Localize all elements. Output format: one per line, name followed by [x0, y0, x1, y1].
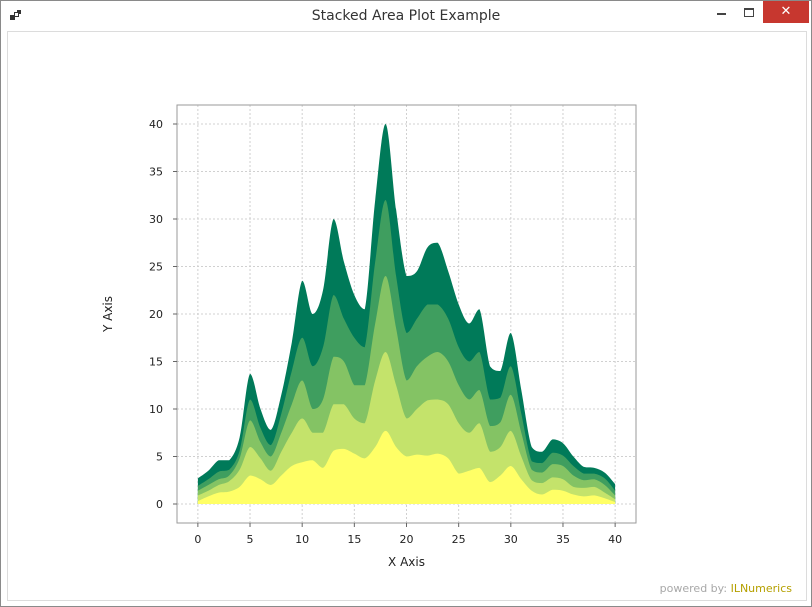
- close-icon: ✕: [780, 4, 792, 19]
- y-tick-label: 35: [149, 166, 163, 179]
- y-tick-label: 10: [149, 403, 163, 416]
- y-tick-label: 0: [156, 498, 163, 511]
- app-icon: [10, 10, 21, 20]
- x-axis-label: X Axis: [388, 555, 425, 569]
- powered-by-label: powered by:: [659, 582, 728, 595]
- x-tick-label: 40: [608, 533, 622, 546]
- y-tick-label: 40: [149, 118, 163, 131]
- plot-panel[interactable]: 0 5 10 15 20 25 30 35 40 0 5 10 15 20 25 30 35 40 X Axis …: [7, 31, 807, 601]
- maximize-icon: [744, 7, 754, 17]
- powered-by-footer: powered by: ILNumerics: [660, 582, 792, 595]
- x-tick-label: 15: [347, 533, 361, 546]
- minimize-button[interactable]: [707, 1, 735, 23]
- x-tick-label: 10: [295, 533, 309, 546]
- y-tick-label: 25: [149, 261, 163, 274]
- area-series: [197, 124, 616, 504]
- area-series-1: [197, 430, 616, 504]
- x-tick-label: 0: [194, 533, 201, 546]
- brand-link[interactable]: ILNumerics: [730, 582, 792, 595]
- maximize-button[interactable]: [735, 1, 763, 23]
- ticks: 0 5 10 15 20 25 30 35 40 0 5 10 15 20 25 30 35 40: [149, 118, 622, 546]
- window-title: Stacked Area Plot Example: [311, 8, 501, 24]
- y-tick-label: 15: [149, 356, 163, 369]
- x-tick-label: 25: [452, 533, 466, 546]
- y-tick-label: 20: [149, 308, 163, 321]
- y-axis-label: Y Axis: [101, 296, 115, 333]
- title-bar[interactable]: Stacked Area Plot Example ✕: [1, 1, 811, 31]
- y-tick-label: 30: [149, 213, 163, 226]
- close-button[interactable]: ✕: [763, 1, 809, 23]
- x-tick-label: 20: [400, 533, 414, 546]
- x-tick-label: 35: [556, 533, 570, 546]
- x-tick-label: 30: [504, 533, 518, 546]
- minimize-icon: [716, 13, 726, 15]
- y-tick-label: 5: [156, 451, 163, 464]
- x-tick-label: 5: [247, 533, 254, 546]
